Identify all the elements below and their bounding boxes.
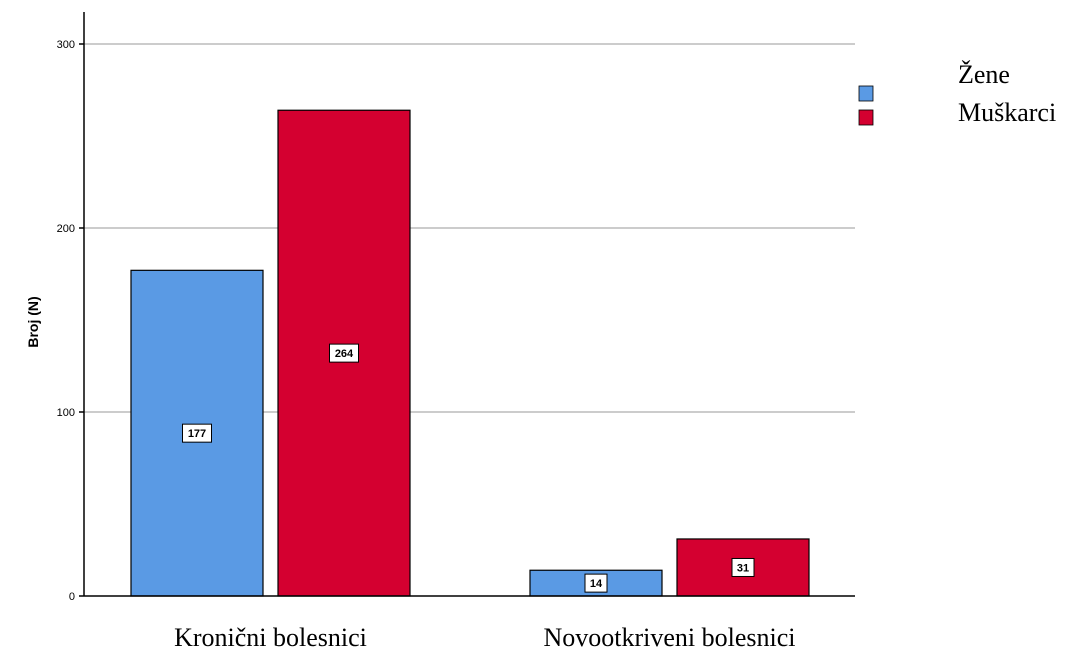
legend-swatch [858, 85, 874, 102]
data-label: 14 [590, 578, 603, 590]
data-label-box [182, 423, 212, 443]
y-tick-labels: 0 100 200 300 [57, 39, 84, 603]
category-label: Kronični bolesnici [174, 623, 367, 651]
y-tick-label: 0 [69, 591, 75, 603]
legend-swatch [858, 109, 874, 126]
data-label: 177 [188, 428, 206, 440]
y-tick-label: 100 [57, 407, 75, 419]
data-label-box [329, 343, 359, 363]
legend: Žene Muškarci [858, 60, 1056, 127]
category-labels: Kronični bolesnici Novootkriveni bolesnic… [174, 623, 795, 651]
y-axis-label: Broj (N) [25, 296, 41, 347]
legend-label: Muškarci [958, 98, 1056, 127]
category-label: Novootkriveni bolesnici [543, 623, 795, 651]
data-label-box [584, 573, 608, 593]
y-tick-label: 300 [57, 39, 75, 51]
axes [83, 12, 855, 597]
data-label-box [731, 557, 755, 577]
data-label: 31 [737, 562, 749, 574]
bars: 177 264 14 31 [130, 109, 810, 597]
y-tick-label: 200 [57, 223, 75, 235]
legend-label: Žene [958, 60, 1010, 89]
data-label: 264 [335, 348, 354, 360]
